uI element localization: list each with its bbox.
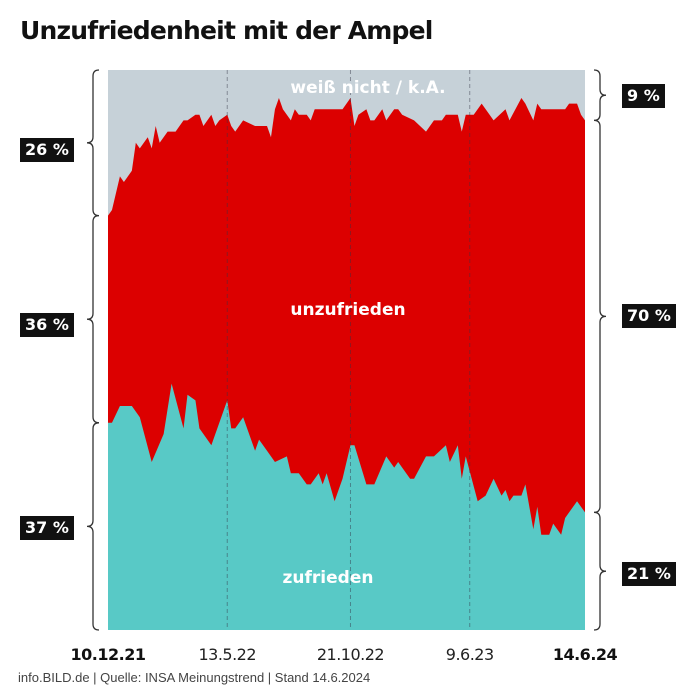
- source-footer: info.BILD.de | Quelle: INSA Meinungstren…: [18, 670, 371, 685]
- brace-start-weiss-nicht: [86, 69, 100, 217]
- x-tick-label: 21.10.22: [316, 645, 385, 664]
- end-value-zufrieden: 21 %: [622, 562, 676, 586]
- area-zufrieden: [108, 383, 585, 630]
- brace-end-zufrieden: [593, 511, 607, 631]
- brace-end-unzufrieden: [593, 119, 607, 514]
- x-tick-label: 9.6.23: [445, 645, 494, 664]
- area-label-unzufrieden: unzufrieden: [290, 300, 406, 320]
- x-tick-label: 10.12.21: [70, 645, 146, 664]
- brace-start-zufrieden: [86, 422, 100, 631]
- brace-start-unzufrieden: [86, 214, 100, 424]
- area-label-weiss-nicht: weiß nicht / k.A.: [290, 78, 446, 98]
- start-value-zufrieden: 37 %: [20, 516, 74, 540]
- start-value-weiss-nicht: 26 %: [20, 138, 74, 162]
- brace-end-weiss-nicht: [593, 69, 607, 122]
- end-value-unzufrieden: 70 %: [622, 304, 676, 328]
- start-value-unzufrieden: 36 %: [20, 313, 74, 337]
- x-tick-label: 13.5.22: [198, 645, 257, 664]
- chart-title: Unzufriedenheit mit der Ampel: [20, 16, 433, 45]
- end-value-weiss-nicht: 9 %: [622, 84, 665, 108]
- area-label-zufrieden: zufrieden: [282, 568, 374, 588]
- x-tick-label: 14.6.24: [552, 645, 618, 664]
